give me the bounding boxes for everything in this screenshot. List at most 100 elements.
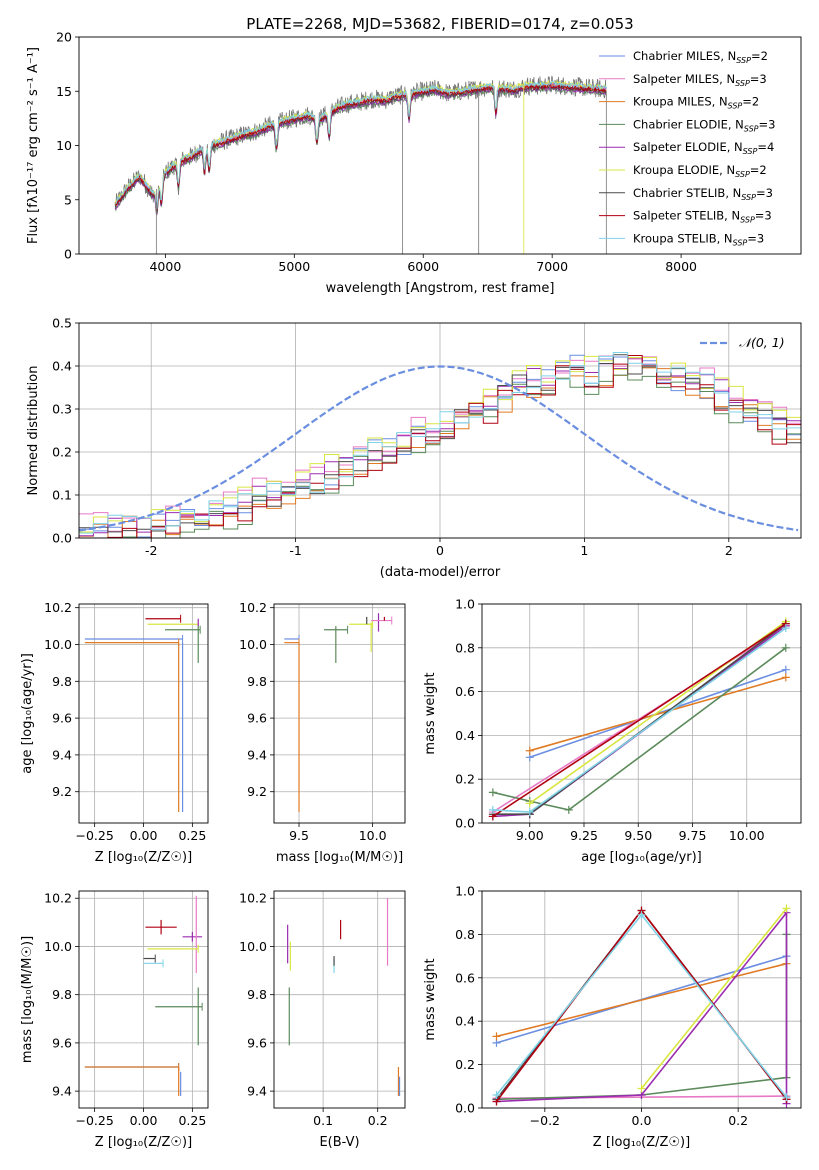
y-tick-label: 5 bbox=[64, 192, 72, 207]
model-series-line bbox=[114, 84, 607, 213]
x-tick-label: 9.00 bbox=[516, 828, 544, 843]
x-tick-label: 10.0 bbox=[359, 828, 387, 843]
legend-label: Salpeter ELODIE, NSSP=4 bbox=[633, 140, 774, 156]
x-tick-label: 1 bbox=[580, 543, 588, 558]
x-tick-label: 0.2 bbox=[368, 1113, 388, 1128]
legend-label-subscript: SSP bbox=[733, 238, 748, 247]
y-tick-label: 9.6 bbox=[247, 1035, 267, 1050]
plot-area-residuals bbox=[79, 352, 801, 538]
y-tick-label: 0.2 bbox=[455, 772, 475, 787]
legend-label-text: Chabrier STELIB, N bbox=[633, 186, 741, 200]
x-tick-label: 7000 bbox=[536, 259, 568, 274]
histogram-step bbox=[79, 352, 801, 534]
y-tick-label: 15 bbox=[56, 84, 72, 99]
x-tick-label: 0.25 bbox=[178, 828, 206, 843]
x-axis-label: Z [log₁₀(Z/Z☉)] bbox=[593, 1135, 690, 1150]
x-tick-label: -2 bbox=[145, 543, 157, 558]
weight-marker bbox=[637, 910, 646, 919]
legend-label-suffix: =4 bbox=[757, 140, 774, 154]
legend-label-subscript: SSP bbox=[736, 56, 751, 65]
legend-label-suffix: =3 bbox=[755, 209, 772, 223]
x-tick-label: 9.50 bbox=[624, 828, 652, 843]
legend-label-suffix: =2 bbox=[750, 163, 767, 177]
legend-label-suffix: =3 bbox=[756, 186, 773, 200]
y-tick-label: 0 bbox=[64, 247, 72, 262]
y-tick-label: 10.2 bbox=[239, 600, 267, 615]
legend-label-subscript: SSP bbox=[740, 216, 755, 225]
model-series-line bbox=[114, 83, 607, 212]
legend-label-subscript: SSP bbox=[735, 79, 750, 88]
x-tick-label: 0.25 bbox=[178, 1113, 206, 1128]
y-tick-label: 0.1 bbox=[52, 488, 72, 503]
x-axis-label: age [log₁₀(age/yr)] bbox=[581, 850, 702, 865]
y-tick-label: 0.8 bbox=[455, 927, 475, 942]
legend-label-text: Salpeter STELIB, N bbox=[633, 209, 740, 223]
weight-marker bbox=[492, 1032, 501, 1041]
weight-marker bbox=[525, 799, 534, 808]
y-tick-label: 20 bbox=[56, 30, 72, 45]
chart-mass-vs-age: 9.5 10.0 9.2 9.4 9.6 9.8 10.0 10.2 mass [log₁₀(M… bbox=[239, 600, 406, 865]
x-tick-label: 9.25 bbox=[570, 828, 598, 843]
plot-area-z-vs-mass bbox=[84, 895, 203, 1096]
model-series-line bbox=[114, 80, 607, 210]
y-axis-label: mass [log₁₀(M/M☉)] bbox=[20, 936, 35, 1063]
x-tick-label: −0.25 bbox=[75, 1113, 113, 1128]
legend-label-text: Kroupa ELODIE, N bbox=[633, 163, 735, 177]
legend-label-text: Salpeter MILES, N bbox=[633, 72, 735, 86]
y-axis-label: Flux [fλ10⁻¹⁷ erg cm⁻² s⁻¹ A⁻¹] bbox=[26, 47, 41, 244]
legend-label-text: Chabrier MILES, N bbox=[633, 49, 736, 63]
weight-marker bbox=[782, 1093, 791, 1102]
y-tick-label: 1.0 bbox=[455, 884, 475, 899]
y-tick-label: 0.4 bbox=[455, 728, 475, 743]
legend-label-text: Kroupa MILES, N bbox=[633, 95, 728, 109]
legend-label-subscript: SSP bbox=[741, 193, 756, 202]
weight-line bbox=[496, 962, 787, 1038]
x-axis-label: Z [log₁₀(Z/Z☉)] bbox=[95, 850, 192, 865]
legend-label: Chabrier MILES, NSSP=2 bbox=[633, 49, 768, 65]
x-tick-label: 0.0 bbox=[632, 1113, 652, 1128]
legend-label-subscript: SSP bbox=[728, 102, 743, 111]
x-tick-label: 10.00 bbox=[729, 828, 765, 843]
plot-frame bbox=[481, 603, 802, 824]
y-tick-label: 9.4 bbox=[247, 747, 267, 762]
legend-label: Chabrier ELODIE, NSSP=3 bbox=[633, 117, 775, 133]
y-tick-label: 10.2 bbox=[239, 891, 267, 906]
x-axis-label: E(B-V) bbox=[319, 1135, 359, 1150]
x-tick-label: 0.00 bbox=[130, 1113, 158, 1128]
weight-marker bbox=[781, 643, 790, 652]
chart-age-vs-weight: 9.00 9.25 9.50 9.75 10.00 0.0 0.2 0.4 0.6 0.8 1.0 a… bbox=[423, 597, 802, 865]
y-tick-label: 9.4 bbox=[247, 1084, 267, 1099]
legend-label-subscript: SSP bbox=[744, 124, 759, 133]
x-tick-label: 6000 bbox=[407, 259, 439, 274]
x-tick-label: 0.00 bbox=[130, 828, 158, 843]
y-tick-label: 10.0 bbox=[239, 939, 267, 954]
x-tick-label: 8000 bbox=[665, 259, 697, 274]
normal-distribution-curve bbox=[79, 365, 799, 532]
weight-marker bbox=[782, 904, 791, 913]
legend-label: Kroupa ELODIE, NSSP=2 bbox=[633, 163, 767, 179]
y-tick-label: 10.2 bbox=[44, 600, 72, 615]
y-tick-label: 0.5 bbox=[52, 316, 72, 331]
plot-frame bbox=[273, 603, 406, 824]
legend-label: Salpeter STELIB, NSSP=3 bbox=[633, 209, 772, 225]
y-tick-label: 10.0 bbox=[239, 637, 267, 652]
x-axis-label: Z [log₁₀(Z/Z☉)] bbox=[95, 1135, 192, 1150]
x-axis-label: (data-model)/error bbox=[380, 565, 501, 580]
legend-label-suffix: =2 bbox=[751, 49, 768, 63]
chart-ebv-vs-mass: 0.1 0.2 9.4 9.6 9.8 10.0 10.2 E(B-V) bbox=[239, 890, 406, 1150]
legend-label-text: Chabrier ELODIE, N bbox=[633, 117, 744, 131]
y-tick-label: 0.6 bbox=[455, 684, 475, 699]
chart-z-vs-age: −0.25 0.00 0.25 9.2 9.4 9.6 9.8 10.0 10.2 Z [log₁… bbox=[20, 600, 209, 865]
x-tick-label: 9.75 bbox=[679, 828, 707, 843]
y-tick-label: 9.2 bbox=[52, 784, 72, 799]
weight-marker bbox=[525, 808, 534, 817]
weight-marker bbox=[781, 665, 790, 674]
x-tick-label: 0.1 bbox=[313, 1113, 333, 1128]
y-tick-label: 1.0 bbox=[455, 597, 475, 612]
weight-marker bbox=[492, 1090, 501, 1099]
legend-label-suffix: =3 bbox=[759, 117, 776, 131]
y-tick-label: 0.8 bbox=[455, 640, 475, 655]
